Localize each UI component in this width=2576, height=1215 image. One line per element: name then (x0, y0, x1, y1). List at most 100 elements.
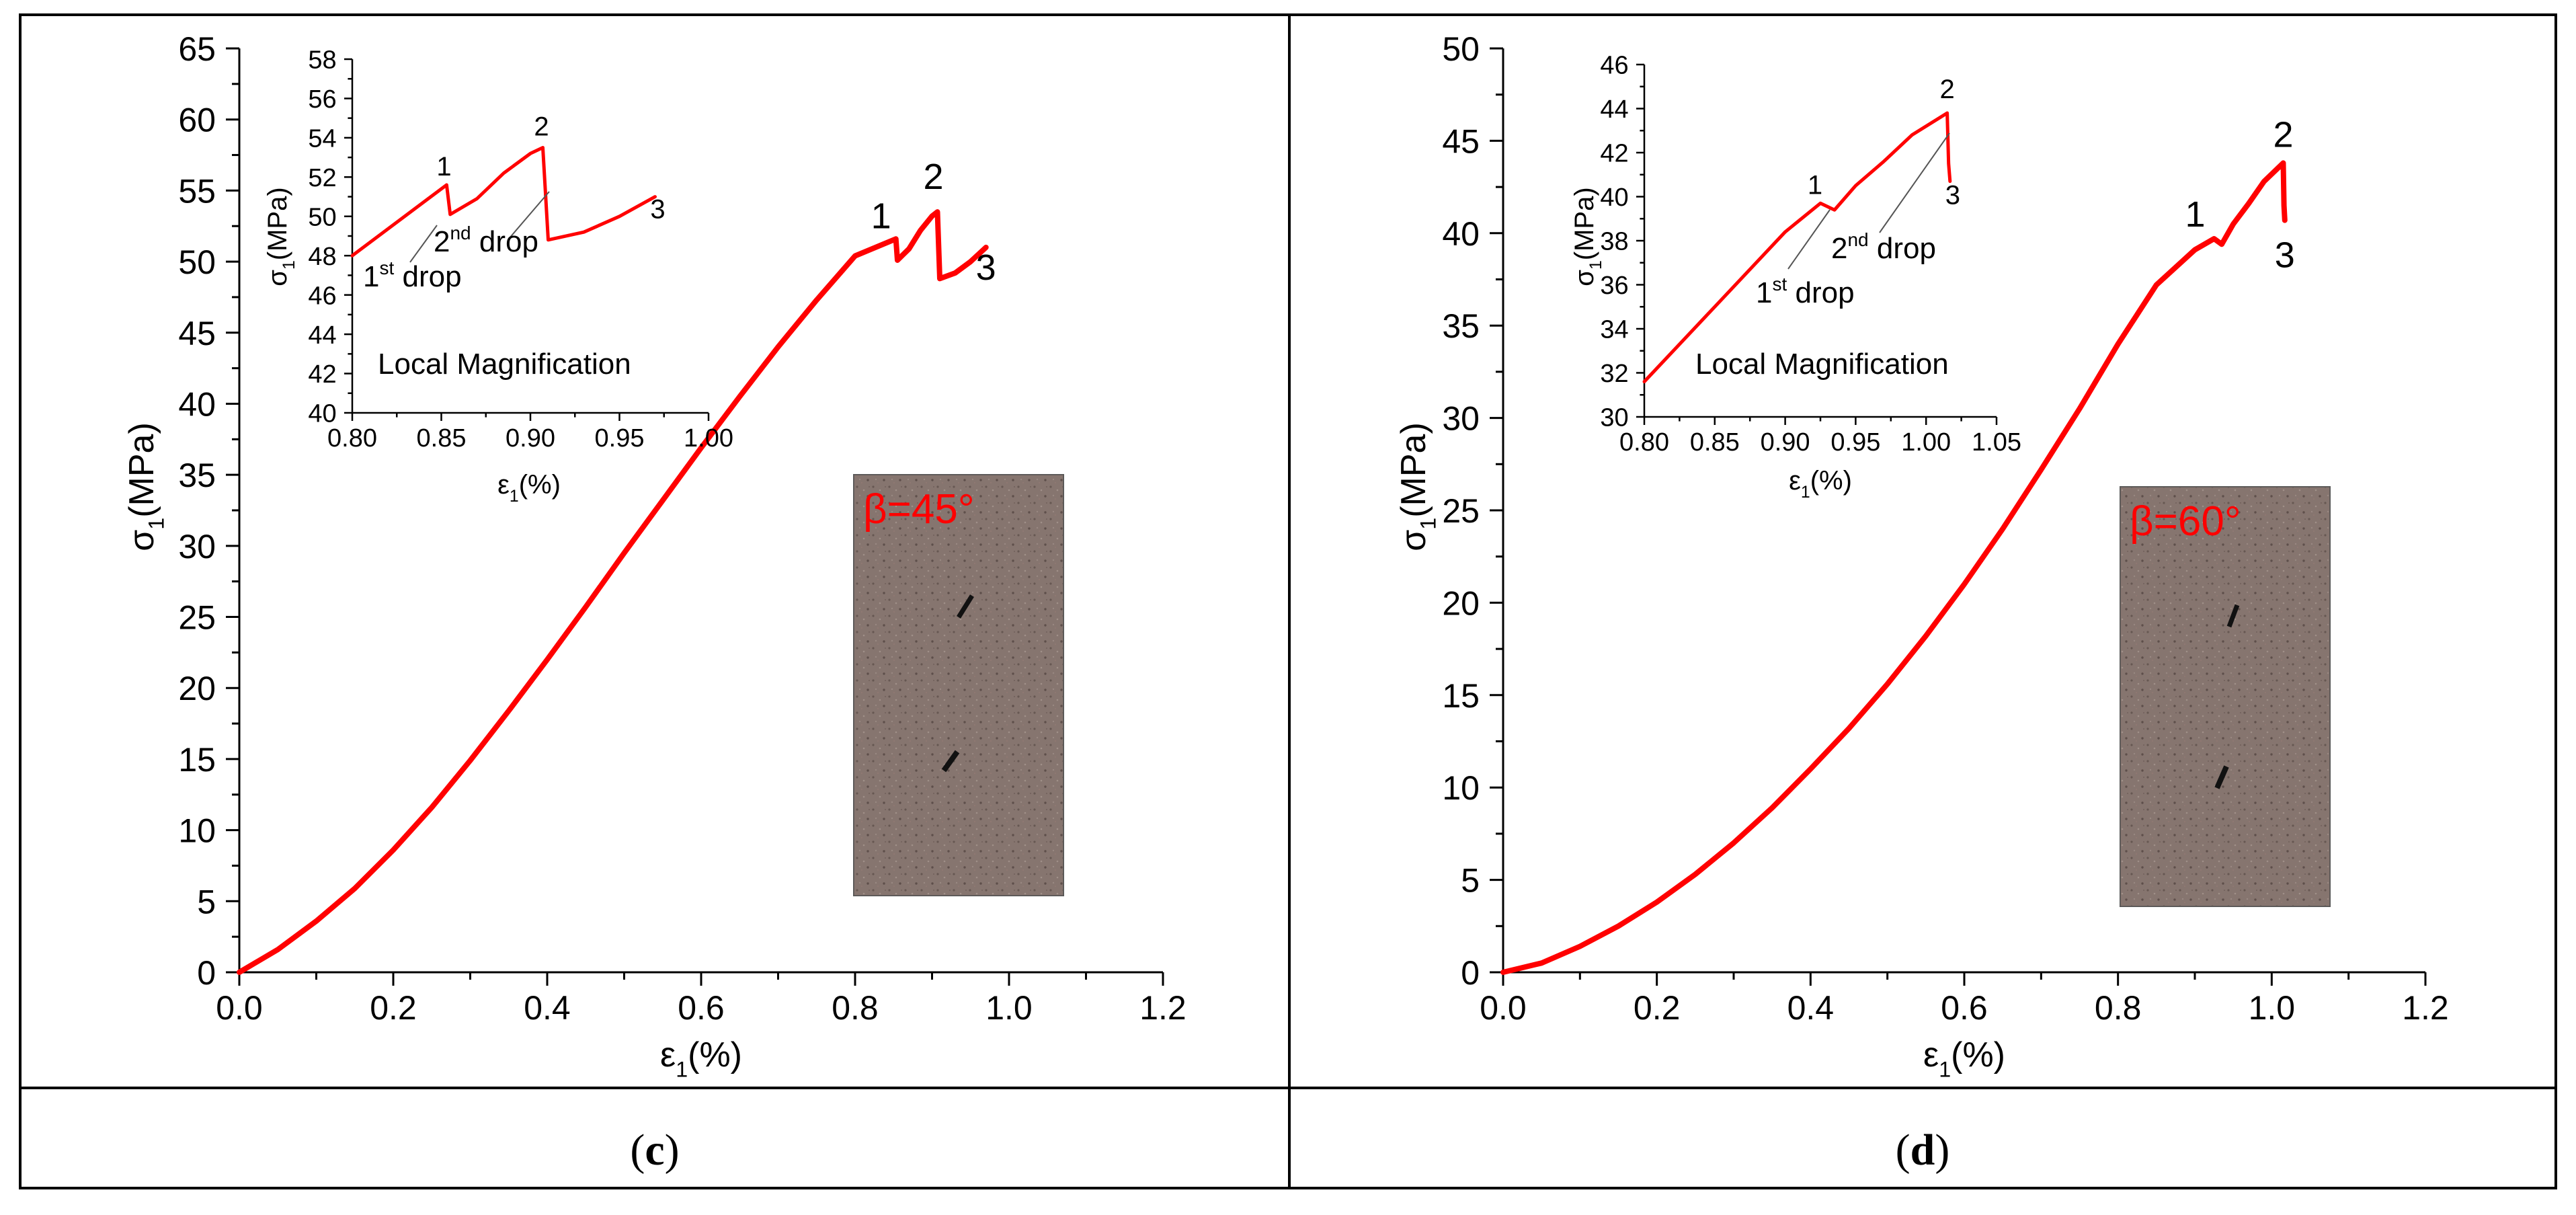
d-inset-y-axis-label: σ1(MPa) (1570, 187, 1605, 286)
d-inset-x-tick-label: 1.00 (1901, 428, 1951, 457)
d-main-y-tick-label: 40 (1442, 215, 1480, 253)
c-main-y-tick-label: 0 (197, 954, 216, 992)
d-main-point-label-3: 3 (2275, 235, 2295, 276)
d-main-y-tick-label: 30 (1442, 400, 1480, 438)
d-main-x-tick-label: 0.0 (1480, 989, 1527, 1027)
specimen-photo-c: β=45° (853, 474, 1064, 896)
inset-annotation-c: Local Magnification (378, 348, 631, 381)
c-main-point-label-2: 2 (923, 157, 943, 197)
d-main-y-tick-label: 25 (1442, 492, 1480, 530)
caption-letter-c: c (645, 1126, 664, 1175)
drop1-label-d: 1st drop (1756, 274, 1855, 309)
flaw-upper-d (2226, 604, 2240, 628)
c-main-x-axis-label: ε1(%) (660, 1035, 742, 1082)
panel-d: 0.0 0.2 0.4 0.6 0.8 1.0 1.2 0 5 10 15 20 25 30 35 40 45 5… (1394, 30, 2449, 1082)
d-inset-x-tick-label: 0.90 (1761, 428, 1810, 457)
c-main-y-tick-label: 50 (178, 243, 216, 281)
d-main-y-tick-label: 0 (1461, 954, 1480, 992)
d-main-x-tick-label: 0.6 (1941, 989, 1988, 1027)
panel-c-main-axes: 0.0 0.2 0.4 0.6 0.8 1.0 1.2 0 5 10 15 20 25 30 35 40 45 5… (122, 30, 1186, 1082)
d-inset-y-tick-label: 44 (1600, 95, 1628, 124)
c-main-x-tick-label: 1.2 (1139, 989, 1186, 1027)
drop1-arrow-d (1787, 209, 1830, 270)
panel-d-inset-axes: 0.80 0.85 0.90 0.95 1.00 1.053032343638404244… (1570, 52, 2021, 502)
d-main-series-line (1500, 160, 2288, 975)
c-main-x-tick-label: 1.0 (985, 989, 1033, 1027)
c-main-x-tick-label: 0.2 (370, 989, 417, 1027)
c-main-y-tick-label: 25 (178, 599, 216, 637)
caption-letter-d: d (1910, 1126, 1935, 1175)
drop1-label-c: 1st drop (363, 258, 462, 293)
c-main-y-tick-label: 20 (178, 670, 216, 707)
d-inset-y-tick-label: 42 (1600, 140, 1628, 168)
c-inset-y-axis-label: σ1(MPa) (263, 187, 298, 286)
d-main-x-tick-label: 1.0 (2249, 989, 2296, 1027)
c-inset-x-tick-label: 1.00 (684, 424, 733, 453)
drop-annotations-c (409, 191, 550, 263)
c-inset-y-tick-label: 42 (308, 360, 336, 389)
c-main-point-label-3: 3 (976, 247, 996, 288)
beta-label-d: β=60° (2130, 498, 2241, 545)
d-main-y-tick-label: 20 (1442, 584, 1480, 622)
c-inset-y-tick-label: 54 (308, 125, 336, 153)
caption-d: (d) (1896, 1126, 1950, 1175)
c-main-y-axis-label: σ1(MPa) (122, 422, 169, 551)
d-main-point-label-1: 1 (2185, 194, 2206, 235)
c-inset-x-tick-label: 0.90 (506, 424, 555, 453)
flaw-lower-c (941, 750, 960, 773)
caption-c: (c) (630, 1126, 679, 1175)
c-inset-point-label-2: 2 (534, 112, 549, 142)
c-main-y-tick-label: 35 (178, 457, 216, 494)
d-inset-x-tick-label: 1.05 (1972, 428, 2021, 457)
flaw-upper-c (957, 594, 974, 619)
panel-c-inset-axes: 0.80 0.85 0.90 0.95 1.00 40 42 44 46 48 50 52 54 56 58… (263, 46, 733, 506)
c-main-y-tick-label: 15 (178, 741, 216, 779)
c-inset-y-tick-label: 48 (308, 243, 336, 271)
c-inset-y-tick-label: 46 (308, 282, 336, 310)
d-main-y-axis-label: σ1(MPa) (1394, 422, 1441, 551)
drop2-label-d: 2nd drop (1831, 229, 1936, 265)
d-main-x-tick-label: 1.2 (2402, 989, 2449, 1027)
d-inset-x-axis-label: ε1(%) (1789, 466, 1852, 502)
c-main-y-tick-label: 45 (178, 315, 216, 352)
c-inset-x-tick-label: 0.85 (417, 424, 467, 453)
d-inset-point-label-3: 3 (1945, 181, 1960, 210)
drop2-arrow-d (1879, 132, 1950, 233)
c-main-x-tick-label: 0.0 (216, 989, 263, 1027)
d-main-y-tick-label: 45 (1442, 122, 1480, 160)
d-main-y-tick-label: 35 (1442, 307, 1480, 345)
c-main-y-tick-label: 60 (178, 102, 216, 139)
d-inset-x-tick-label: 0.85 (1690, 428, 1740, 457)
drop1-arrow-c (409, 225, 438, 263)
d-main-x-tick-label: 0.4 (1787, 989, 1835, 1027)
c-inset-y-tick-label: 56 (308, 85, 336, 114)
beta-label-c: β=45° (863, 486, 975, 533)
flaw-lower-d (2214, 765, 2229, 789)
c-main-y-tick-label: 40 (178, 385, 216, 423)
d-inset-y-tick-label: 34 (1600, 316, 1628, 344)
d-inset-y-tick-label: 36 (1600, 272, 1628, 300)
panel-c: 0.0 0.2 0.4 0.6 0.8 1.0 1.2 0 5 10 15 20 25 30 35 40 45 5… (122, 30, 1186, 1082)
c-main-point-label-1: 1 (871, 196, 891, 236)
d-main-x-tick-label: 0.8 (2095, 989, 2142, 1027)
c-inset-y-tick-label: 50 (308, 203, 336, 231)
c-main-y-tick-label: 10 (178, 812, 216, 850)
c-inset-point-label-3: 3 (650, 195, 665, 225)
drop-annotations-d (1787, 132, 1950, 270)
c-inset-y-tick-label: 40 (308, 400, 336, 428)
c-inset-x-tick-label: 0.95 (595, 424, 645, 453)
c-main-x-tick-label: 0.6 (678, 989, 725, 1027)
c-main-y-tick-label: 30 (178, 528, 216, 565)
c-inset-x-tick-label: 0.80 (327, 424, 377, 453)
d-inset-point-label-1: 1 (1808, 170, 1822, 200)
drop2-label-c: 2nd drop (434, 223, 538, 258)
c-inset-y-tick-label: 44 (308, 321, 336, 350)
d-inset-y-tick-label: 30 (1600, 404, 1628, 432)
c-main-series-line (237, 209, 989, 975)
c-inset-y-tick-label: 52 (308, 164, 336, 192)
d-main-y-tick-label: 50 (1442, 30, 1480, 68)
panel-d-main-axes: 0.0 0.2 0.4 0.6 0.8 1.0 1.2 0 5 10 15 20 25 30 35 40 45 5… (1394, 30, 2449, 1082)
d-main-x-axis-label: ε1(%) (1923, 1035, 2005, 1082)
c-inset-y-tick-label: 58 (308, 46, 336, 75)
